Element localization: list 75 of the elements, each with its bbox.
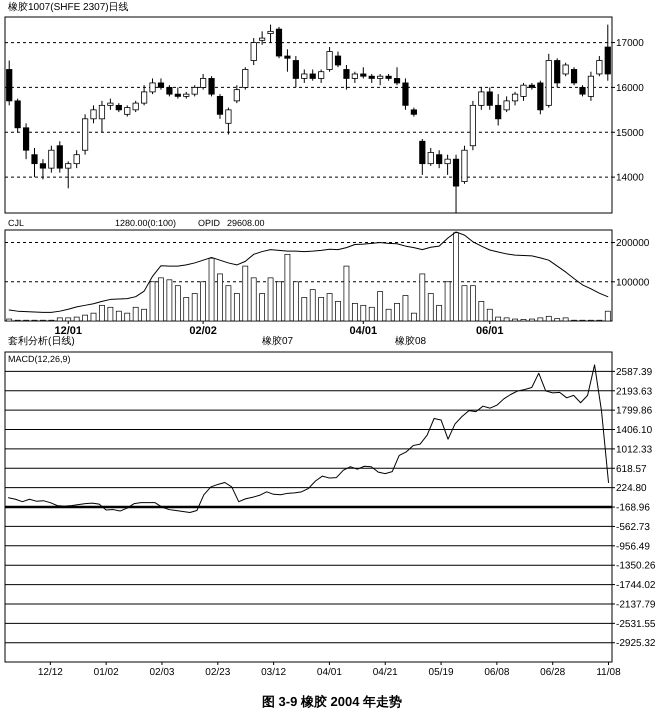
- x-tick-label: 06/01: [476, 325, 504, 337]
- y-tick-label: 1799.86: [616, 406, 653, 417]
- candlestick: [436, 150, 442, 169]
- y-tick-label: -562.73: [616, 522, 650, 533]
- text: 1280.00(0:100): [115, 218, 176, 228]
- candlestick: [334, 51, 342, 68]
- x-tick-label: 04/01: [350, 325, 378, 337]
- text: 29608.00: [227, 218, 265, 228]
- y-tick-label: 17000: [616, 38, 644, 50]
- candlestick: [562, 62, 569, 77]
- y-tick-label: 618.57: [616, 464, 648, 475]
- x-tick-label: 02/23: [205, 667, 231, 678]
- text: 橡胶07: [262, 335, 294, 347]
- candlestick: [512, 91, 518, 106]
- y-tick-label: -168.96: [616, 502, 650, 514]
- candlestick: [352, 71, 358, 84]
- y-tick-label: 224.80: [616, 483, 648, 494]
- line-series: [8, 364, 610, 514]
- candlestick: [419, 138, 426, 176]
- y-tick-label: -1744.02: [616, 580, 656, 592]
- x-tick-label: 12/01: [54, 325, 82, 337]
- y-tick-label: -2925.32: [616, 638, 656, 650]
- text: CJL: [8, 218, 24, 228]
- y-tick-label: 2193.63: [616, 386, 653, 398]
- candlestick: [310, 68, 316, 82]
- candlestick: [377, 73, 384, 86]
- candlestick: [326, 46, 333, 72]
- y-tick-label: 100000: [616, 277, 650, 288]
- chart-title: 套利分析(日线): [8, 335, 75, 347]
- candlestick: [394, 66, 400, 86]
- caption: 图 3-9 橡胶 2004 年走势: [262, 694, 402, 709]
- candlestick: [90, 104, 97, 124]
- x-tick-label: 04/21: [372, 667, 398, 678]
- y-tick-label: 16000: [616, 82, 644, 94]
- candlestick: [504, 96, 510, 113]
- candlestick: [495, 94, 502, 126]
- candlestick: [360, 66, 366, 79]
- candlestick: [596, 56, 602, 77]
- x-tick-label: 01/02: [94, 667, 120, 678]
- candlestick: [444, 154, 451, 176]
- candlestick: [284, 48, 291, 72]
- candlestick: [56, 140, 63, 174]
- candlestick: [216, 94, 224, 120]
- x-tick-label: 02/02: [189, 325, 217, 337]
- y-tick-label: 15000: [616, 128, 644, 139]
- y-tick-label: -2531.55: [616, 618, 656, 630]
- y-tick-label: -956.49: [616, 541, 650, 552]
- candlestick: [318, 68, 324, 84]
- text: OPID: [198, 218, 221, 228]
- chart-title: 橡胶1007(SHFE 2307)日线: [8, 1, 129, 13]
- y-tick-label: -1350.26: [616, 560, 656, 572]
- x-tick-label: 06/28: [540, 667, 566, 678]
- candlestick: [570, 66, 578, 86]
- y-tick-label: 1406.10: [616, 425, 653, 436]
- candlestick: [428, 147, 434, 166]
- candlestick: [301, 68, 308, 84]
- text: 橡胶08: [395, 335, 427, 347]
- x-tick-label: 12/12: [38, 667, 64, 678]
- candlestick: [74, 150, 80, 169]
- candlestick: [48, 145, 54, 174]
- x-tick-label: 06/08: [484, 667, 510, 678]
- y-tick-label: -2137.79: [616, 599, 656, 610]
- y-tick-label: 14000: [616, 172, 644, 184]
- y-tick-label: 2587.39: [616, 366, 653, 378]
- y-tick-label: 200000: [616, 238, 650, 250]
- annotation: MACD(12,26,9): [8, 354, 71, 364]
- x-tick-label: 04/01: [316, 667, 342, 678]
- candlestick: [107, 98, 114, 110]
- x-tick-label: 03/12: [261, 667, 287, 678]
- y-tick-label: 1012.33: [616, 444, 653, 456]
- x-tick-label: 05/19: [428, 667, 454, 678]
- x-tick-label: 11/08: [596, 667, 622, 678]
- x-tick-label: 02/03: [149, 667, 175, 678]
- candlestick: [124, 104, 130, 118]
- candlestick: [132, 100, 139, 113]
